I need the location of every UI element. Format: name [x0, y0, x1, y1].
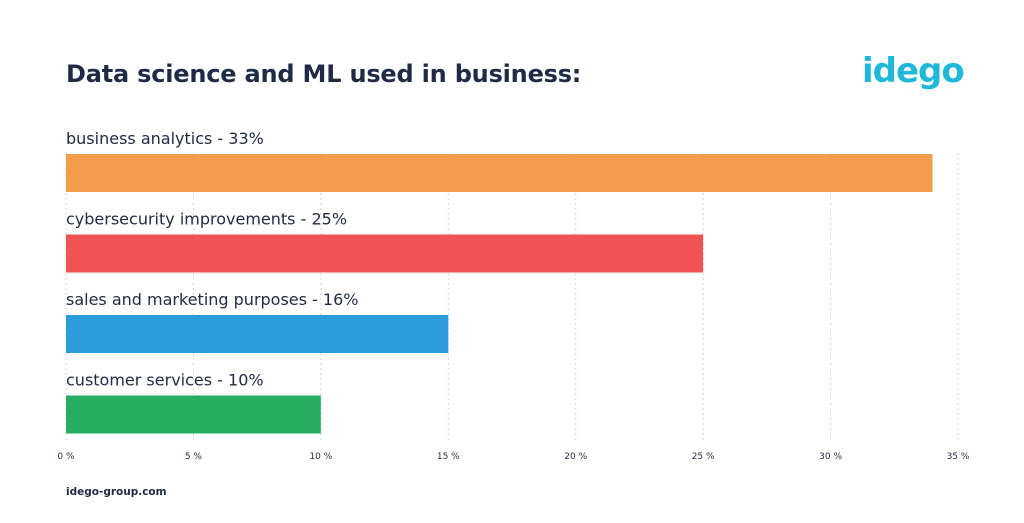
category-label: cybersecurity improvements - 25% [66, 210, 347, 229]
category-label: customer services - 10% [66, 371, 264, 390]
x-tick-label: 30 % [819, 452, 842, 462]
x-tick-label: 20 % [564, 452, 587, 462]
bar [66, 154, 933, 192]
x-tick-label: 10 % [309, 452, 332, 462]
bar [66, 315, 449, 353]
chart-title: Data science and ML used in business: [66, 60, 582, 88]
x-tick-label: 15 % [437, 452, 460, 462]
category-label: business analytics - 33% [66, 129, 264, 148]
x-tick-label: 25 % [692, 452, 715, 462]
x-tick-label: 0 % [57, 452, 75, 462]
x-tick-label: 5 % [185, 452, 203, 462]
bar [66, 395, 321, 434]
bars [66, 154, 933, 434]
category-labels: business analytics - 33% cybersecurity im… [66, 129, 359, 390]
x-axis-ticks: 0 % 5 % 10 % 15 % 20 % 25 % 30 % 35 % [57, 452, 969, 462]
bar [66, 234, 704, 273]
x-tick-label: 35 % [947, 452, 970, 462]
category-label: sales and marketing purposes - 16% [66, 290, 359, 309]
footer-site: idego-group.com [66, 486, 167, 498]
idego-logo: idego [862, 51, 965, 91]
